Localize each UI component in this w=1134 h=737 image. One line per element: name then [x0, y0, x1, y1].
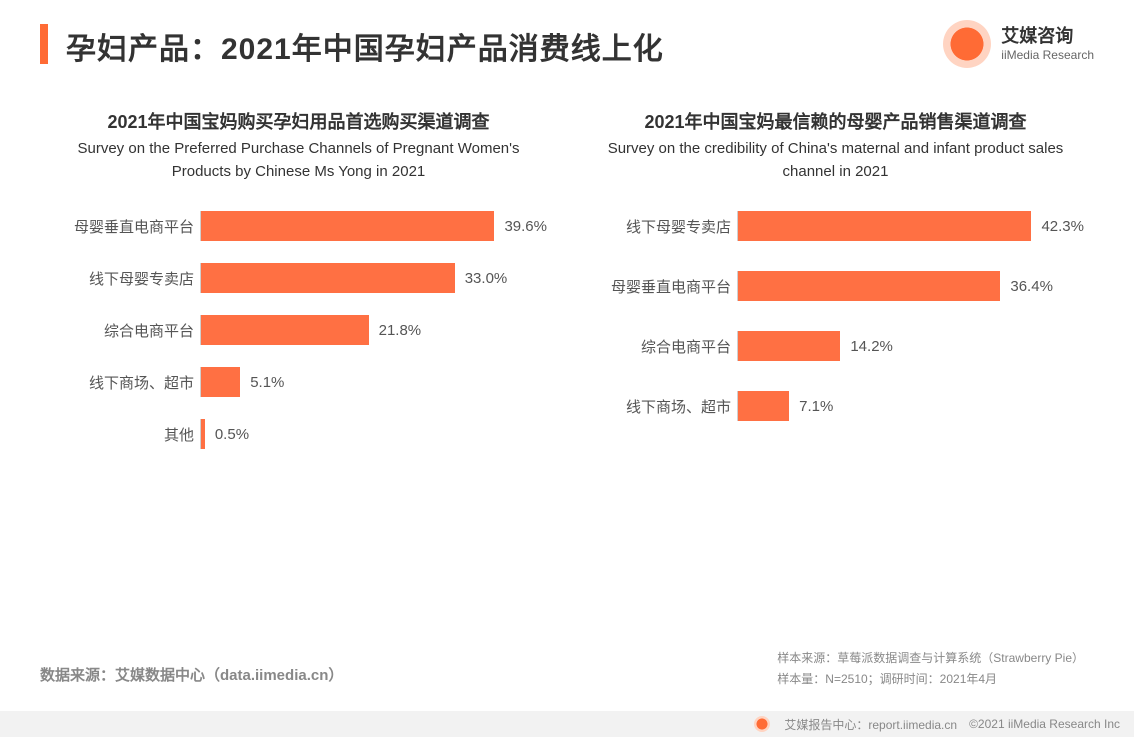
- bar-track: 42.3%: [737, 211, 1084, 241]
- bar-value: 0.5%: [215, 426, 249, 443]
- accent-bar: [40, 24, 48, 64]
- bar-track: 21.8%: [200, 315, 547, 345]
- logo-text-cn: 艾媒咨询: [1001, 26, 1094, 48]
- bar-value: 36.4%: [1010, 278, 1053, 295]
- brand-logo: 艾媒咨询 iiMedia Research: [943, 20, 1094, 68]
- logo-text-en: iiMedia Research: [1001, 48, 1094, 62]
- bar-label: 母婴垂直电商平台: [50, 216, 200, 237]
- bar-fill: [201, 315, 369, 345]
- bar-value: 14.2%: [850, 338, 893, 355]
- bar-row: 线下商场、超市 7.1%: [587, 391, 1084, 421]
- bar-row: 综合电商平台 14.2%: [587, 331, 1084, 361]
- bar-value: 5.1%: [250, 374, 284, 391]
- bar-value: 42.3%: [1041, 218, 1084, 235]
- bar-label: 线下母婴专卖店: [587, 216, 737, 237]
- chart-left-title-cn: 2021年中国宝妈购买孕妇用品首选购买渠道调查: [50, 108, 547, 134]
- bar-track: 36.4%: [737, 271, 1084, 301]
- logo-icon: [943, 20, 991, 68]
- bar-label: 线下商场、超市: [50, 372, 200, 393]
- bar-row: 线下商场、超市 5.1%: [50, 367, 547, 397]
- bar-fill: [201, 263, 455, 293]
- sample-note: 样本来源：草莓派数据调查与计算系统（Strawberry Pie） 样本量：N=…: [777, 648, 1084, 689]
- bar-fill: [738, 331, 840, 361]
- footer-report-center: 艾媒报告中心：report.iimedia.cn: [784, 716, 957, 733]
- bar-track: 33.0%: [200, 263, 547, 293]
- bar-fill: [201, 419, 205, 449]
- sample-note-line1: 样本来源：草莓派数据调查与计算系统（Strawberry Pie）: [777, 648, 1084, 668]
- charts-container: 2021年中国宝妈购买孕妇用品首选购买渠道调查 Survey on the Pr…: [0, 68, 1134, 471]
- chart-left-panel: 2021年中国宝妈购买孕妇用品首选购买渠道调查 Survey on the Pr…: [50, 108, 547, 471]
- chart-right-panel: 2021年中国宝妈最信赖的母婴产品销售渠道调查 Survey on the cr…: [587, 108, 1084, 471]
- bar-track: 14.2%: [737, 331, 1084, 361]
- bar-fill: [738, 211, 1031, 241]
- bar-label: 综合电商平台: [587, 336, 737, 357]
- bar-fill: [738, 391, 789, 421]
- bar-value: 39.6%: [504, 218, 547, 235]
- bar-label: 线下母婴专卖店: [50, 268, 200, 289]
- bar-fill: [738, 271, 1000, 301]
- footer-copyright: ©2021 iiMedia Research Inc: [969, 717, 1120, 731]
- bar-label: 其他: [50, 424, 200, 445]
- footer-logo-icon: [754, 716, 770, 732]
- bar-row: 综合电商平台 21.8%: [50, 315, 547, 345]
- logo-text: 艾媒咨询 iiMedia Research: [1001, 26, 1094, 62]
- bar-track: 5.1%: [200, 367, 547, 397]
- page-title: 孕妇产品：2021年中国孕妇产品消费线上化: [66, 24, 664, 68]
- bar-label: 线下商场、超市: [587, 396, 737, 417]
- footer-bar: 艾媒报告中心：report.iimedia.cn ©2021 iiMedia R…: [0, 711, 1134, 737]
- bar-track: 0.5%: [200, 419, 547, 449]
- sample-note-line2: 样本量：N=2510；调研时间：2021年4月: [777, 669, 1084, 689]
- bar-track: 7.1%: [737, 391, 1084, 421]
- bar-value: 21.8%: [379, 322, 422, 339]
- chart-right-title-cn: 2021年中国宝妈最信赖的母婴产品销售渠道调查: [587, 108, 1084, 134]
- bar-fill: [201, 211, 494, 241]
- bar-label: 母婴垂直电商平台: [587, 276, 737, 297]
- bar-value: 33.0%: [465, 270, 508, 287]
- bar-fill: [201, 367, 240, 397]
- bar-value: 7.1%: [799, 398, 833, 415]
- bar-row: 母婴垂直电商平台 36.4%: [587, 271, 1084, 301]
- bar-row: 线下母婴专卖店 33.0%: [50, 263, 547, 293]
- bar-label: 综合电商平台: [50, 320, 200, 341]
- chart-right-title-en: Survey on the credibility of China's mat…: [587, 138, 1084, 183]
- chart-right-bars: 线下母婴专卖店 42.3% 母婴垂直电商平台 36.4% 综合电商平台 14.2% 线下商场…: [587, 211, 1084, 421]
- chart-left-title-en: Survey on the Preferred Purchase Channel…: [50, 138, 547, 183]
- bar-track: 39.6%: [200, 211, 547, 241]
- chart-left-bars: 母婴垂直电商平台 39.6% 线下母婴专卖店 33.0% 综合电商平台 21.8% 线下商场…: [50, 211, 547, 449]
- data-source-note: 数据来源：艾媒数据中心（data.iimedia.cn）: [40, 664, 343, 685]
- bar-row: 线下母婴专卖店 42.3%: [587, 211, 1084, 241]
- bar-row: 母婴垂直电商平台 39.6%: [50, 211, 547, 241]
- bar-row: 其他 0.5%: [50, 419, 547, 449]
